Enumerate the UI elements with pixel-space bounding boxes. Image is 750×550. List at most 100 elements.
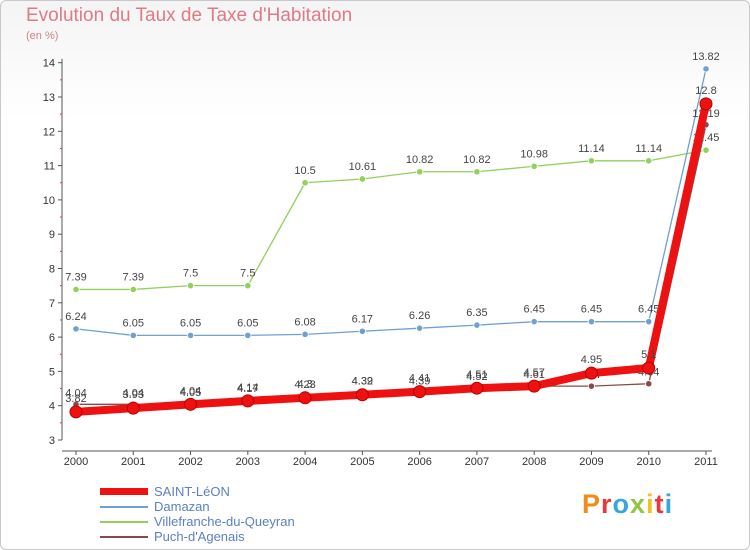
data-label: 5.1 [641,349,656,361]
brand-letter: o [612,489,631,519]
chart-subtitle: (en %) [26,30,59,42]
brand-letter: P [582,489,602,519]
data-label: 6.05 [180,317,201,329]
data-label: 6.35 [466,307,487,319]
data-label: 6.26 [409,310,430,322]
y-tick-label: 7 [49,298,55,310]
series-point [470,381,484,395]
data-label: 6.24 [65,311,86,323]
x-tick-label: 2001 [121,456,145,468]
x-tick-label: 2000 [64,456,88,468]
series-point [129,331,137,339]
series-point [413,385,427,399]
data-label: 6.05 [237,317,258,329]
brand-letter: t [654,489,665,519]
legend-label: Damazan [154,499,210,514]
series-point [358,327,366,335]
data-label: 10.5 [294,165,315,177]
brand-letter: x [630,489,647,519]
data-label: 4.04 [180,385,201,397]
brand-logo: Proxiti [582,489,673,520]
series-point [301,179,309,187]
y-tick-label: 11 [44,161,55,173]
data-label: 12.8 [695,85,716,97]
data-label: 6.08 [294,316,315,328]
x-tick-label: 2005 [350,456,374,468]
y-tick-label: 10 [43,195,55,207]
series-point [645,318,653,326]
chart-title: Evolution du Taux de Taxe d'Habitation [26,5,353,26]
data-label: 10.98 [520,148,548,160]
data-label: 10.61 [349,161,377,173]
legend-swatch [100,506,148,508]
data-label: 4.32 [352,376,373,388]
series-point [702,65,710,73]
series-point [645,380,653,388]
brand-letter: r [601,489,613,519]
brand-letter: i [646,489,655,519]
data-label: 4.41 [409,373,430,385]
y-tick-label: 9 [49,229,55,241]
y-tick-label: 12 [43,126,55,138]
series-point [645,157,653,165]
x-tick-label: 2003 [236,456,260,468]
y-tick-label: 3 [49,435,55,447]
data-label: 4.39 [409,375,430,387]
series-point [186,282,195,290]
series-point [301,330,309,338]
legend-label: SAINT-LéON [154,484,230,499]
series-point [473,168,481,176]
series-point [416,324,424,332]
data-label: 4.04 [123,387,144,399]
data-label: 4.51 [466,369,487,381]
data-label: 4.61 [523,369,544,381]
data-label: 6.17 [352,313,373,325]
series-point [702,146,710,154]
data-label: 10.82 [463,154,491,166]
data-label: 4.04 [65,387,86,399]
y-tick-label: 8 [49,264,55,276]
series-point [72,325,80,333]
brand-letter: i [664,489,674,519]
data-label: 7.39 [123,271,144,283]
data-label: 3.82 [65,393,86,405]
x-tick-label: 2002 [178,456,202,468]
data-label: 11.14 [635,143,662,155]
data-label: 4.95 [581,354,602,366]
y-tick-label: 13 [43,92,55,104]
series-point [473,321,481,329]
data-label: 4.14 [237,382,258,394]
series-point [355,388,369,402]
data-label: 6.45 [581,304,602,316]
x-tick-label: 2010 [636,456,660,468]
x-tick-label: 2004 [293,456,317,468]
series-point [416,168,424,176]
series-point [587,318,596,326]
legend-swatch [100,488,148,495]
legend-swatch [100,521,148,523]
y-tick-label: 14 [43,58,55,70]
data-label: 7.5 [183,268,198,280]
y-tick-label: 6 [49,332,55,344]
series-point [298,391,312,405]
series-point [527,379,541,393]
data-label: 4.17 [237,383,258,395]
series-point [587,157,596,165]
x-tick-label: 2008 [522,456,546,468]
series-point [69,405,83,419]
x-tick-label: 2009 [579,456,603,468]
data-label: 3.93 [123,389,144,401]
series-point [587,382,596,390]
legend-label: Villefranche-du-Queyran [154,514,295,529]
data-label: 6.45 [638,304,659,316]
series-point [129,285,137,294]
series-line [72,99,710,416]
y-tick-label: 4 [49,401,55,413]
series-point [72,285,80,294]
series-point [642,361,656,375]
series-point [241,394,255,408]
series-point [244,331,252,339]
series-point [184,397,198,411]
series-point [186,331,195,339]
